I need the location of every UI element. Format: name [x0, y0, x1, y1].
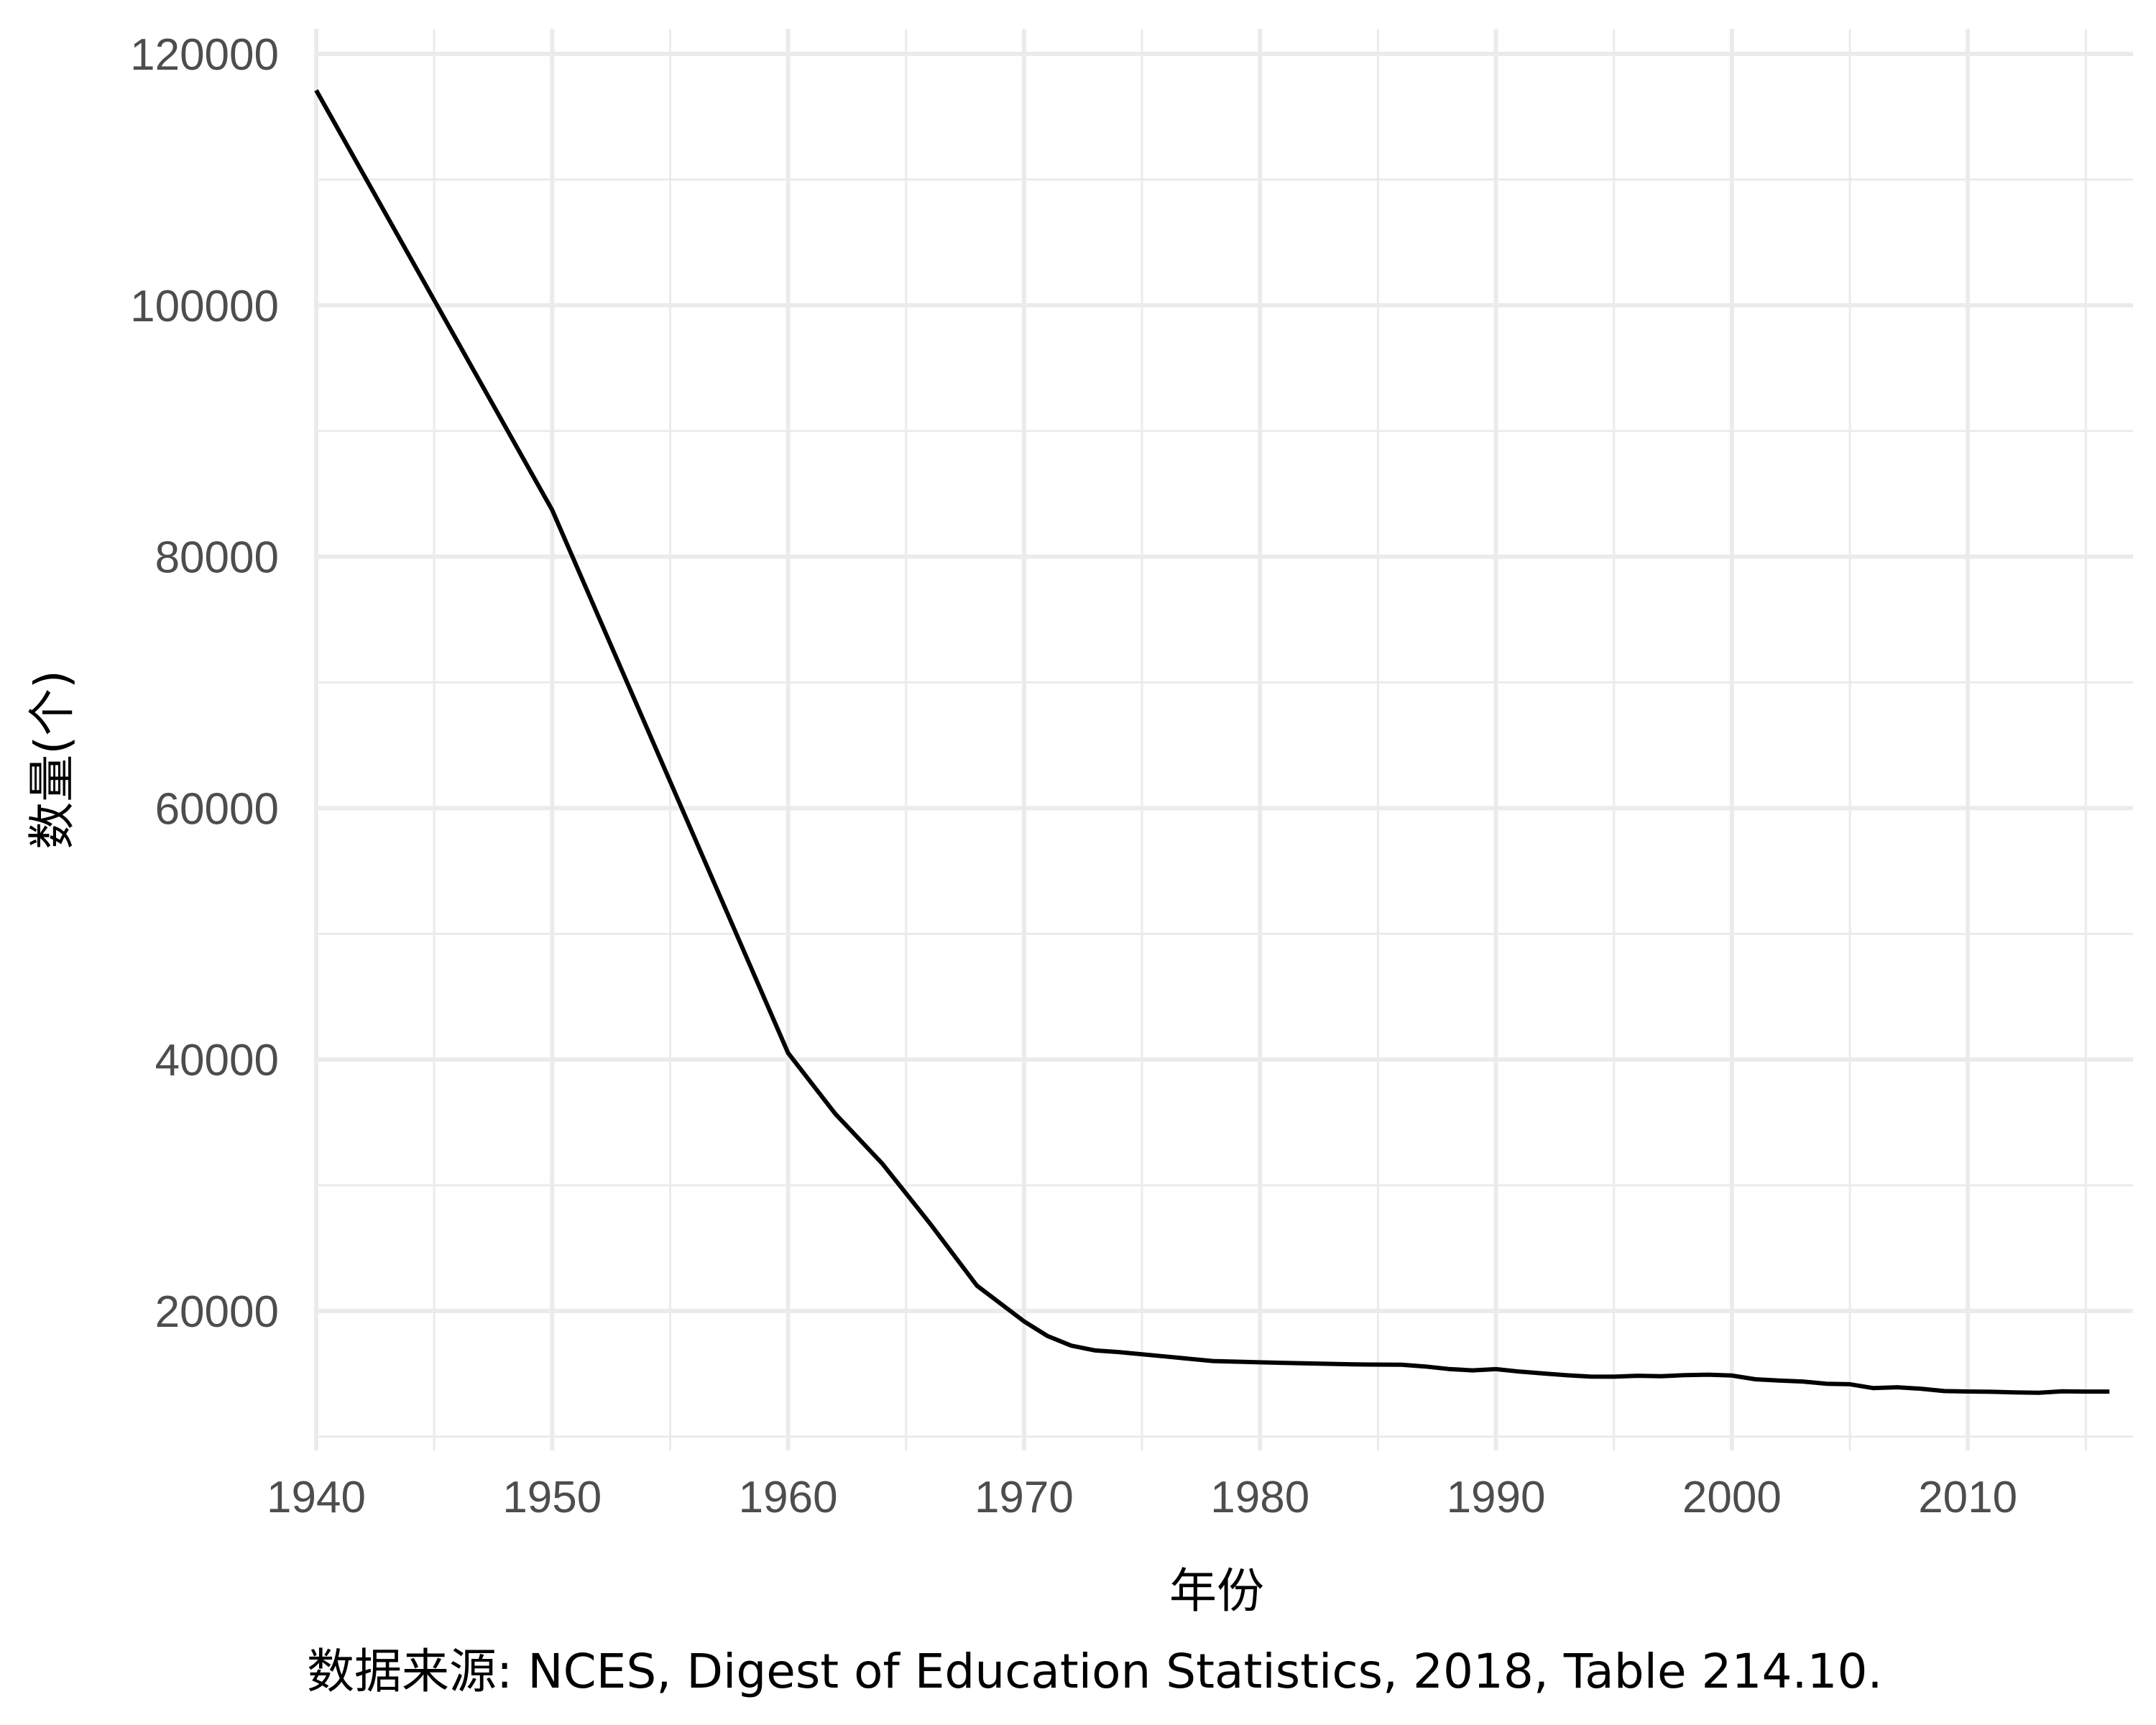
x-tick-label: 1970	[975, 1473, 1074, 1522]
x-tick-label: 2000	[1682, 1473, 1782, 1522]
y-tick-label: 40000	[155, 1036, 279, 1085]
y-axis-title: 数量(个)	[24, 670, 80, 850]
x-tick-label: 2010	[1918, 1473, 2017, 1522]
y-tick-label: 80000	[155, 533, 279, 583]
minor-gridlines-x	[433, 29, 2087, 1450]
chart-caption: 数据来源: NCES, Digest of Education Statisti…	[307, 1644, 1882, 1699]
x-tick-label: 1950	[502, 1473, 602, 1522]
x-tick-label: 1960	[739, 1473, 838, 1522]
x-axis-title: 年份	[1169, 1563, 1264, 1619]
series-line	[314, 89, 2110, 1395]
major-gridlines-y	[316, 51, 2133, 1313]
y-tick-label: 120000	[130, 30, 279, 80]
x-tick-label: 1990	[1447, 1473, 1546, 1522]
y-tick-label: 20000	[155, 1287, 279, 1337]
x-tick-label: 1980	[1210, 1473, 1309, 1522]
y-tick-label: 100000	[130, 282, 279, 331]
y-tick-label: 60000	[155, 784, 279, 834]
y-axis-tick-labels: 20000 40000 60000 80000 100000 120000	[130, 30, 279, 1337]
x-axis-tick-labels: 1940 1950 1960 1970 1980 1990 2000 2010	[267, 1473, 2017, 1522]
x-tick-label: 1940	[267, 1473, 366, 1522]
major-gridlines-x	[314, 29, 1971, 1450]
minor-gridlines-y	[316, 178, 2133, 1438]
